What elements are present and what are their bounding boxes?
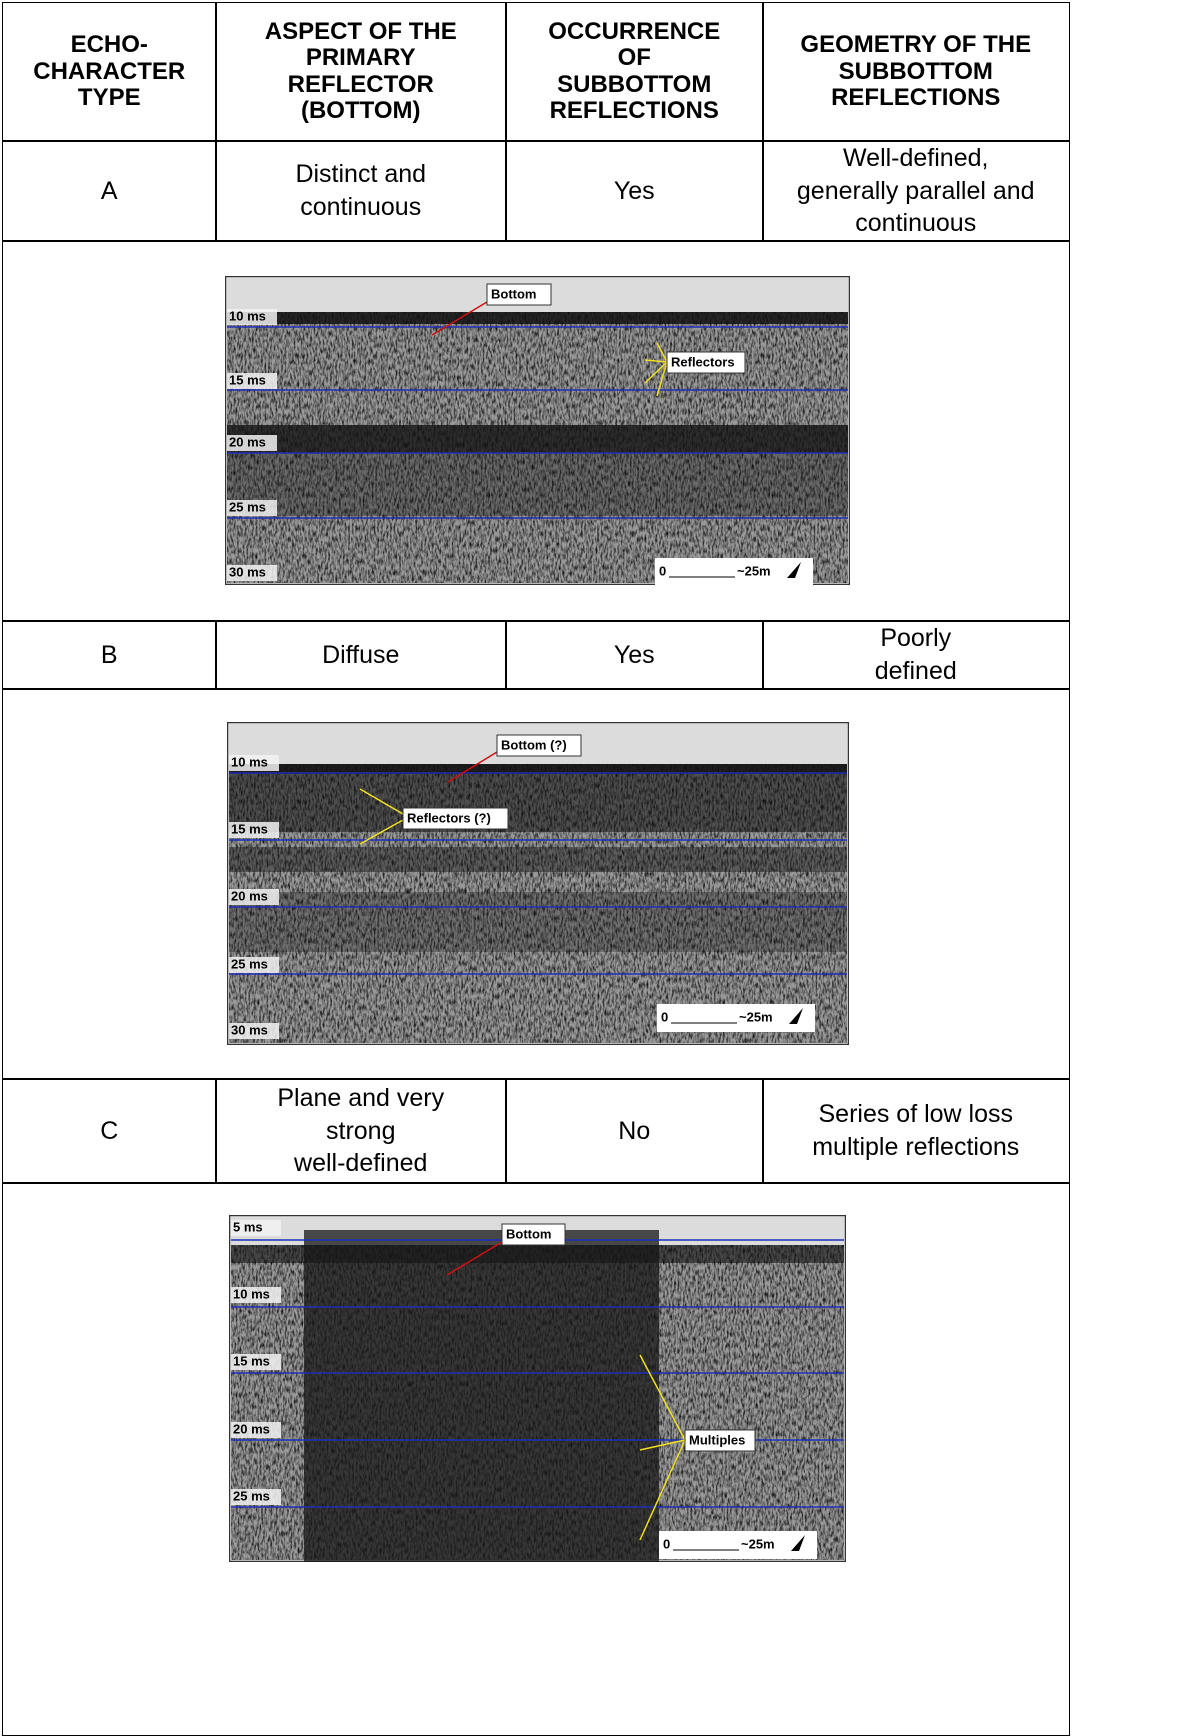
- scale-bg: [659, 1531, 817, 1559]
- annotation: Bottom (?): [501, 737, 567, 752]
- time-label: 10 ms: [229, 308, 266, 323]
- annotation: Reflectors (?): [407, 810, 491, 825]
- scale-start: 0: [663, 1536, 670, 1551]
- dark-band: [229, 892, 847, 952]
- dark-band: [227, 312, 848, 324]
- scale-start: 0: [661, 1009, 668, 1024]
- time-label: 25 ms: [233, 1488, 270, 1503]
- dark-band: [227, 425, 848, 453]
- time-label: 20 ms: [229, 434, 266, 449]
- time-label: 15 ms: [231, 821, 268, 836]
- table-cell: B: [2, 620, 217, 690]
- scale-end: ~25m: [741, 1536, 775, 1551]
- time-label: 15 ms: [233, 1353, 270, 1368]
- table-cell: Plane and very strong well-defined: [215, 1078, 507, 1184]
- dark-block: [304, 1230, 659, 1562]
- scale-bg: [655, 558, 813, 585]
- time-label: 5 ms: [233, 1219, 263, 1234]
- scale-end: ~25m: [739, 1009, 773, 1024]
- header-cell: OCCURRENCE OF SUBBOTTOM REFLECTIONS: [505, 2, 764, 142]
- time-label: 30 ms: [231, 1022, 268, 1037]
- table-cell: Well-defined, generally parallel and con…: [762, 140, 1070, 242]
- annotation: Bottom: [506, 1226, 552, 1241]
- table-cell: Distinct and continuous: [215, 140, 507, 242]
- annotation: Reflectors: [671, 354, 735, 369]
- table-cell: Series of low loss multiple reflections: [762, 1078, 1070, 1184]
- time-label: 20 ms: [231, 888, 268, 903]
- table-cell: Yes: [505, 620, 764, 690]
- dark-band: [227, 453, 848, 516]
- time-label: 30 ms: [229, 564, 266, 579]
- header-cell: ASPECT OF THE PRIMARY REFLECTOR (BOTTOM): [215, 2, 507, 142]
- scale-end: ~25m: [737, 563, 771, 578]
- header-cell: ECHO- CHARACTER TYPE: [2, 2, 217, 142]
- page: ECHO- CHARACTER TYPEASPECT OF THE PRIMAR…: [0, 0, 1181, 1736]
- scale-bg: [657, 1004, 815, 1032]
- time-label: 10 ms: [231, 754, 268, 769]
- dark-band: [229, 774, 847, 832]
- table-cell: Diffuse: [215, 620, 507, 690]
- dark-band: [229, 847, 847, 872]
- header-cell: GEOMETRY OF THE SUBBOTTOM REFLECTIONS: [762, 2, 1070, 142]
- time-label: 10 ms: [233, 1286, 270, 1301]
- table-cell: Poorly defined: [762, 620, 1070, 690]
- time-label: 20 ms: [233, 1421, 270, 1436]
- time-label: 25 ms: [231, 956, 268, 971]
- echogram: 5 ms 10 ms 15 ms 20 ms 25 ms Bottom Multiples 0…: [229, 1215, 846, 1562]
- table-cell: Yes: [505, 140, 764, 242]
- echogram: 10 ms 15 ms 20 ms 25 ms 30 ms Bottom (?) Refle…: [227, 722, 849, 1045]
- annotation: Multiples: [689, 1432, 745, 1447]
- table-cell: C: [2, 1078, 217, 1184]
- annotation: Bottom: [491, 286, 537, 301]
- scale-start: 0: [659, 563, 666, 578]
- table-cell: No: [505, 1078, 764, 1184]
- time-label: 25 ms: [229, 499, 266, 514]
- time-label: 15 ms: [229, 372, 266, 387]
- table-cell: A: [2, 140, 217, 242]
- echogram: 10 ms 15 ms 20 ms 25 ms 30 ms Bottom Reflector…: [225, 276, 850, 585]
